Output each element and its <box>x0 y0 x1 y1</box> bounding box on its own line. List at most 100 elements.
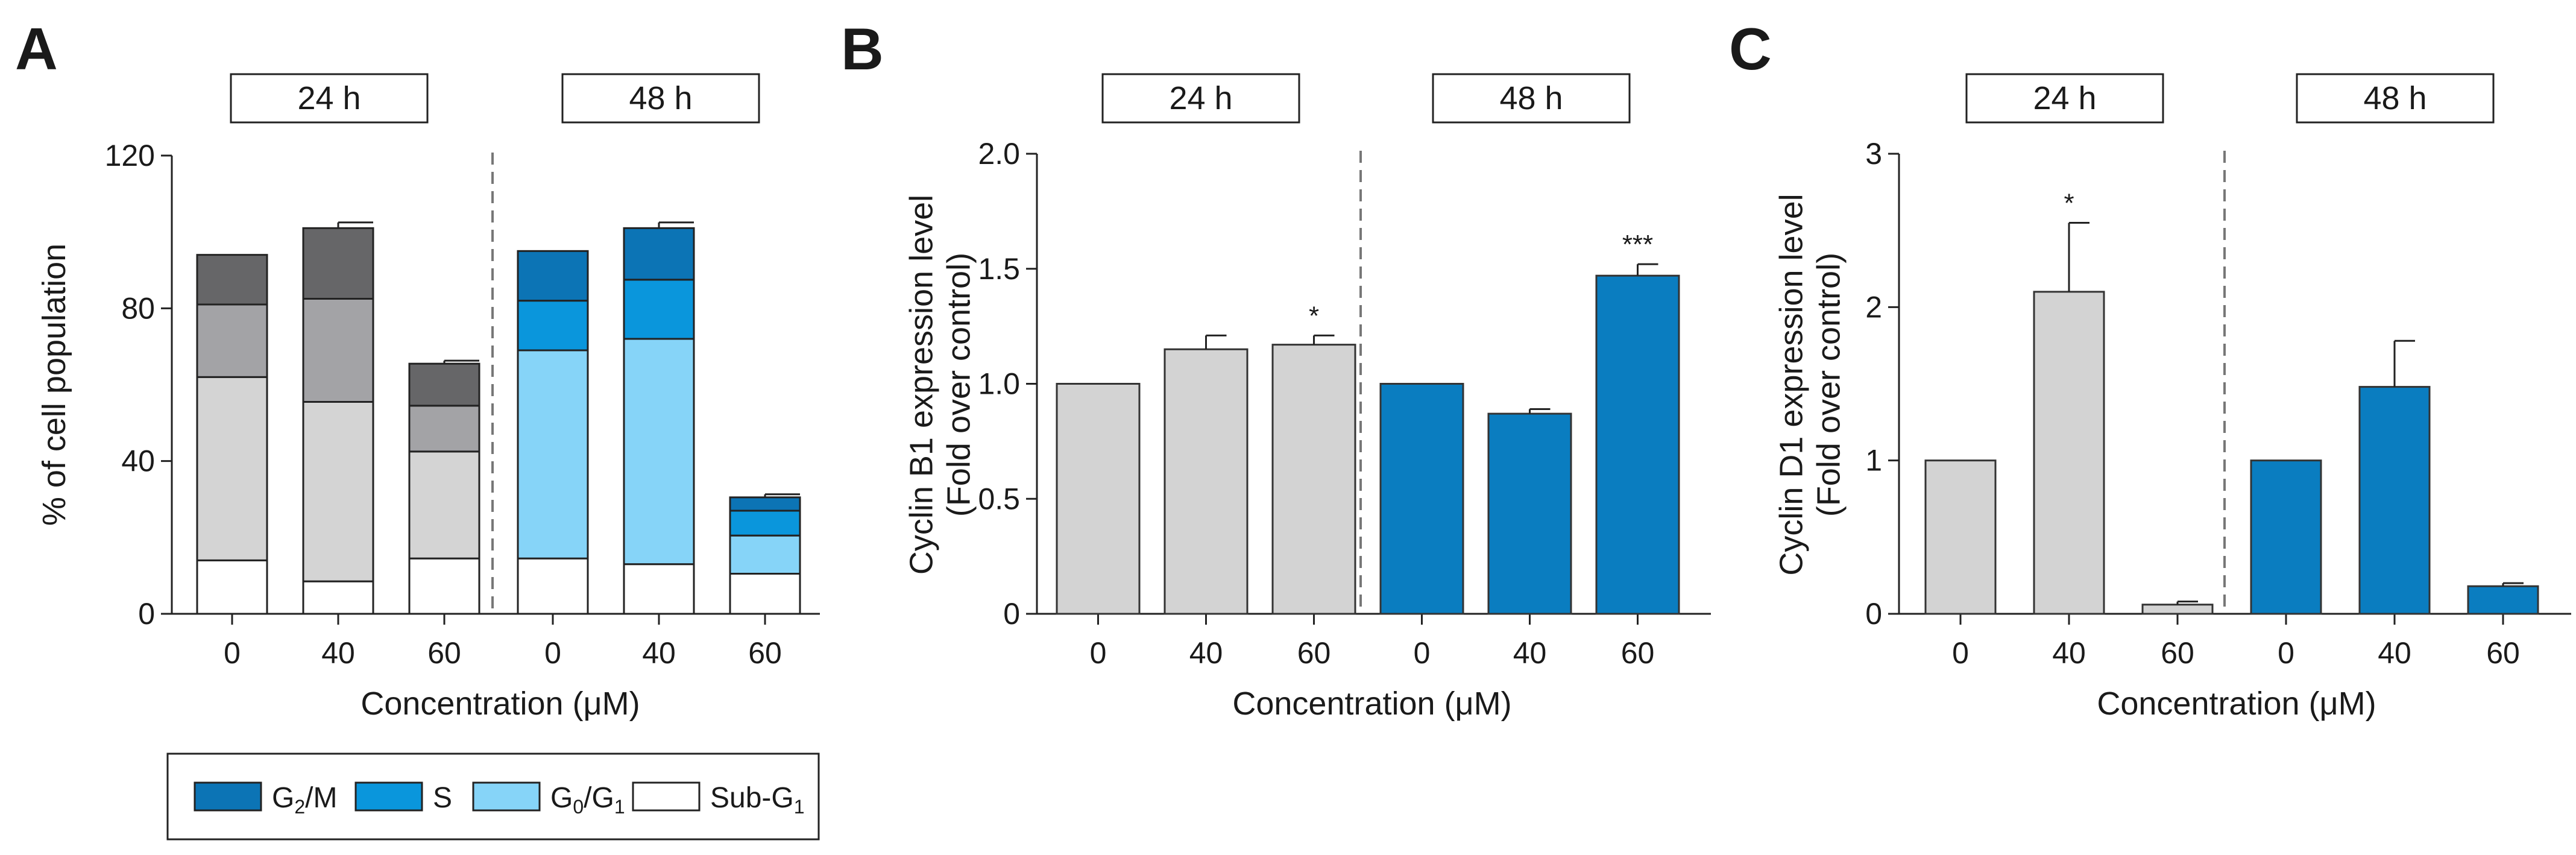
stacked-bar-segment <box>196 559 268 615</box>
stacked-bar-segment <box>623 338 695 566</box>
significance-marker: *** <box>1622 230 1653 259</box>
x-tick-label: 60 <box>2486 636 2520 670</box>
x-tick-label: 40 <box>642 636 676 670</box>
panel-c: C 24 h 48 h 0 1 2 3 Cyclin D1 expression level(… <box>1729 16 2571 722</box>
y-tick-label: 2.0 <box>978 137 1020 171</box>
bar <box>2358 386 2431 615</box>
legend-label: G2/M <box>272 782 337 818</box>
y-axis-title: Cyclin B1 expression level(Fold over con… <box>904 195 977 575</box>
y-tick-label: 120 <box>105 139 155 172</box>
x-tick-label: 40 <box>2378 636 2411 670</box>
legend-label-main: S <box>433 782 452 814</box>
legend-swatch <box>632 781 701 812</box>
stacked-bar-segment <box>517 349 589 560</box>
period-label: 24 h <box>297 80 361 116</box>
bar <box>2141 604 2214 615</box>
y-tick-label: 2 <box>1865 290 1882 324</box>
y-axis-title-line: Cyclin B1 expression level <box>904 195 940 575</box>
period-box <box>561 73 760 124</box>
stacked-bar-segment <box>196 254 268 306</box>
x-tick-label: 60 <box>1621 636 1655 670</box>
stacked-bar-segment <box>623 563 695 615</box>
bar <box>1487 412 1572 615</box>
x-tick-label: 0 <box>2278 636 2294 670</box>
x-tick-label: 0 <box>1090 636 1107 670</box>
stacked-bar-segment <box>408 405 480 453</box>
legend-label-subscript: 1 <box>614 796 625 818</box>
legend: G2/M S G0/G1 Sub-G1 <box>166 752 820 841</box>
significance-marker: * <box>2064 188 2074 218</box>
x-tick-label: 0 <box>1414 636 1431 670</box>
bar <box>2250 459 2322 615</box>
period-label: 24 h <box>1169 80 1232 116</box>
legend-label: G0/G1 <box>550 782 625 818</box>
legend-swatch <box>194 781 262 812</box>
x-tick-label: 40 <box>1189 636 1223 670</box>
y-tick-label: 0 <box>1865 597 1882 631</box>
stacked-bar-segment <box>623 227 695 281</box>
y-tick-label: 1.0 <box>978 367 1020 401</box>
x-tick-label: 40 <box>1513 636 1547 670</box>
y-axis-title-line: Cyclin D1 expression level <box>1774 194 1810 575</box>
y-axis-title-line: (Fold over control) <box>941 253 977 517</box>
legend-label: Sub-G1 <box>710 782 805 818</box>
stacked-bar-segment <box>623 279 695 340</box>
period-box <box>1965 73 2164 124</box>
legend-label-main: G <box>272 782 294 814</box>
x-axis-title: Concentration (μM) <box>361 686 640 722</box>
period-box <box>1101 73 1300 124</box>
significance-marker: * <box>1309 301 1319 330</box>
stacked-bar-segment <box>302 580 374 615</box>
x-tick-label: 60 <box>2161 636 2194 670</box>
legend-swatch <box>354 781 423 812</box>
stacked-bar-segment <box>302 401 374 582</box>
legend-label-subscript: 1 <box>794 796 805 818</box>
x-axis-title: Concentration (μM) <box>1232 686 1511 722</box>
panel-label: B <box>841 16 884 82</box>
stacked-bar-segment <box>302 227 374 300</box>
period-label: 24 h <box>2033 80 2096 116</box>
bar <box>1056 383 1141 615</box>
y-axis-title-line: (Fold over control) <box>1811 253 1847 517</box>
period-box <box>1432 73 1631 124</box>
legend-swatch <box>472 781 541 812</box>
y-tick-label: 0 <box>138 597 155 631</box>
bar <box>2467 585 2539 615</box>
x-tick-label: 60 <box>1297 636 1331 670</box>
legend-label-rest: /G <box>584 782 614 814</box>
y-tick-label: 1 <box>1865 444 1882 478</box>
y-tick-label: 3 <box>1865 137 1882 171</box>
x-tick-label: 0 <box>544 636 561 670</box>
y-tick-label: 0 <box>1003 597 1020 631</box>
period-box <box>2296 73 2495 124</box>
y-tick-label: 0.5 <box>978 482 1020 516</box>
period-box <box>230 73 429 124</box>
x-tick-label: 60 <box>748 636 782 670</box>
x-tick-label: 60 <box>427 636 461 670</box>
stacked-bar-segment <box>302 298 374 403</box>
legend-label-subscript: 0 <box>573 796 584 818</box>
panel-label: A <box>15 16 58 82</box>
x-tick-label: 0 <box>224 636 241 670</box>
period-label: 48 h <box>1499 80 1563 116</box>
x-tick-label: 40 <box>321 636 355 670</box>
x-axis-title: Concentration (μM) <box>2097 686 2376 722</box>
bar <box>2033 291 2105 615</box>
y-tick-label: 80 <box>121 291 155 325</box>
bar <box>1164 348 1249 615</box>
stacked-bar-segment <box>729 534 801 575</box>
legend-label-main: G <box>550 782 573 814</box>
y-tick-label: 40 <box>121 444 155 478</box>
stacked-bar-segment <box>729 496 801 512</box>
stacked-bar-segment <box>729 510 801 537</box>
bar <box>1595 274 1680 615</box>
stacked-bar-segment <box>196 376 268 561</box>
panel-a: A 24 h 48 h 0 40 80 120 % of cell population Con… <box>15 16 820 722</box>
stacked-bar-segment <box>196 303 268 378</box>
stacked-bar-segment <box>408 362 480 407</box>
bar <box>1271 344 1356 615</box>
x-tick-label: 0 <box>1952 636 1969 670</box>
stacked-bar-segment <box>517 250 589 302</box>
